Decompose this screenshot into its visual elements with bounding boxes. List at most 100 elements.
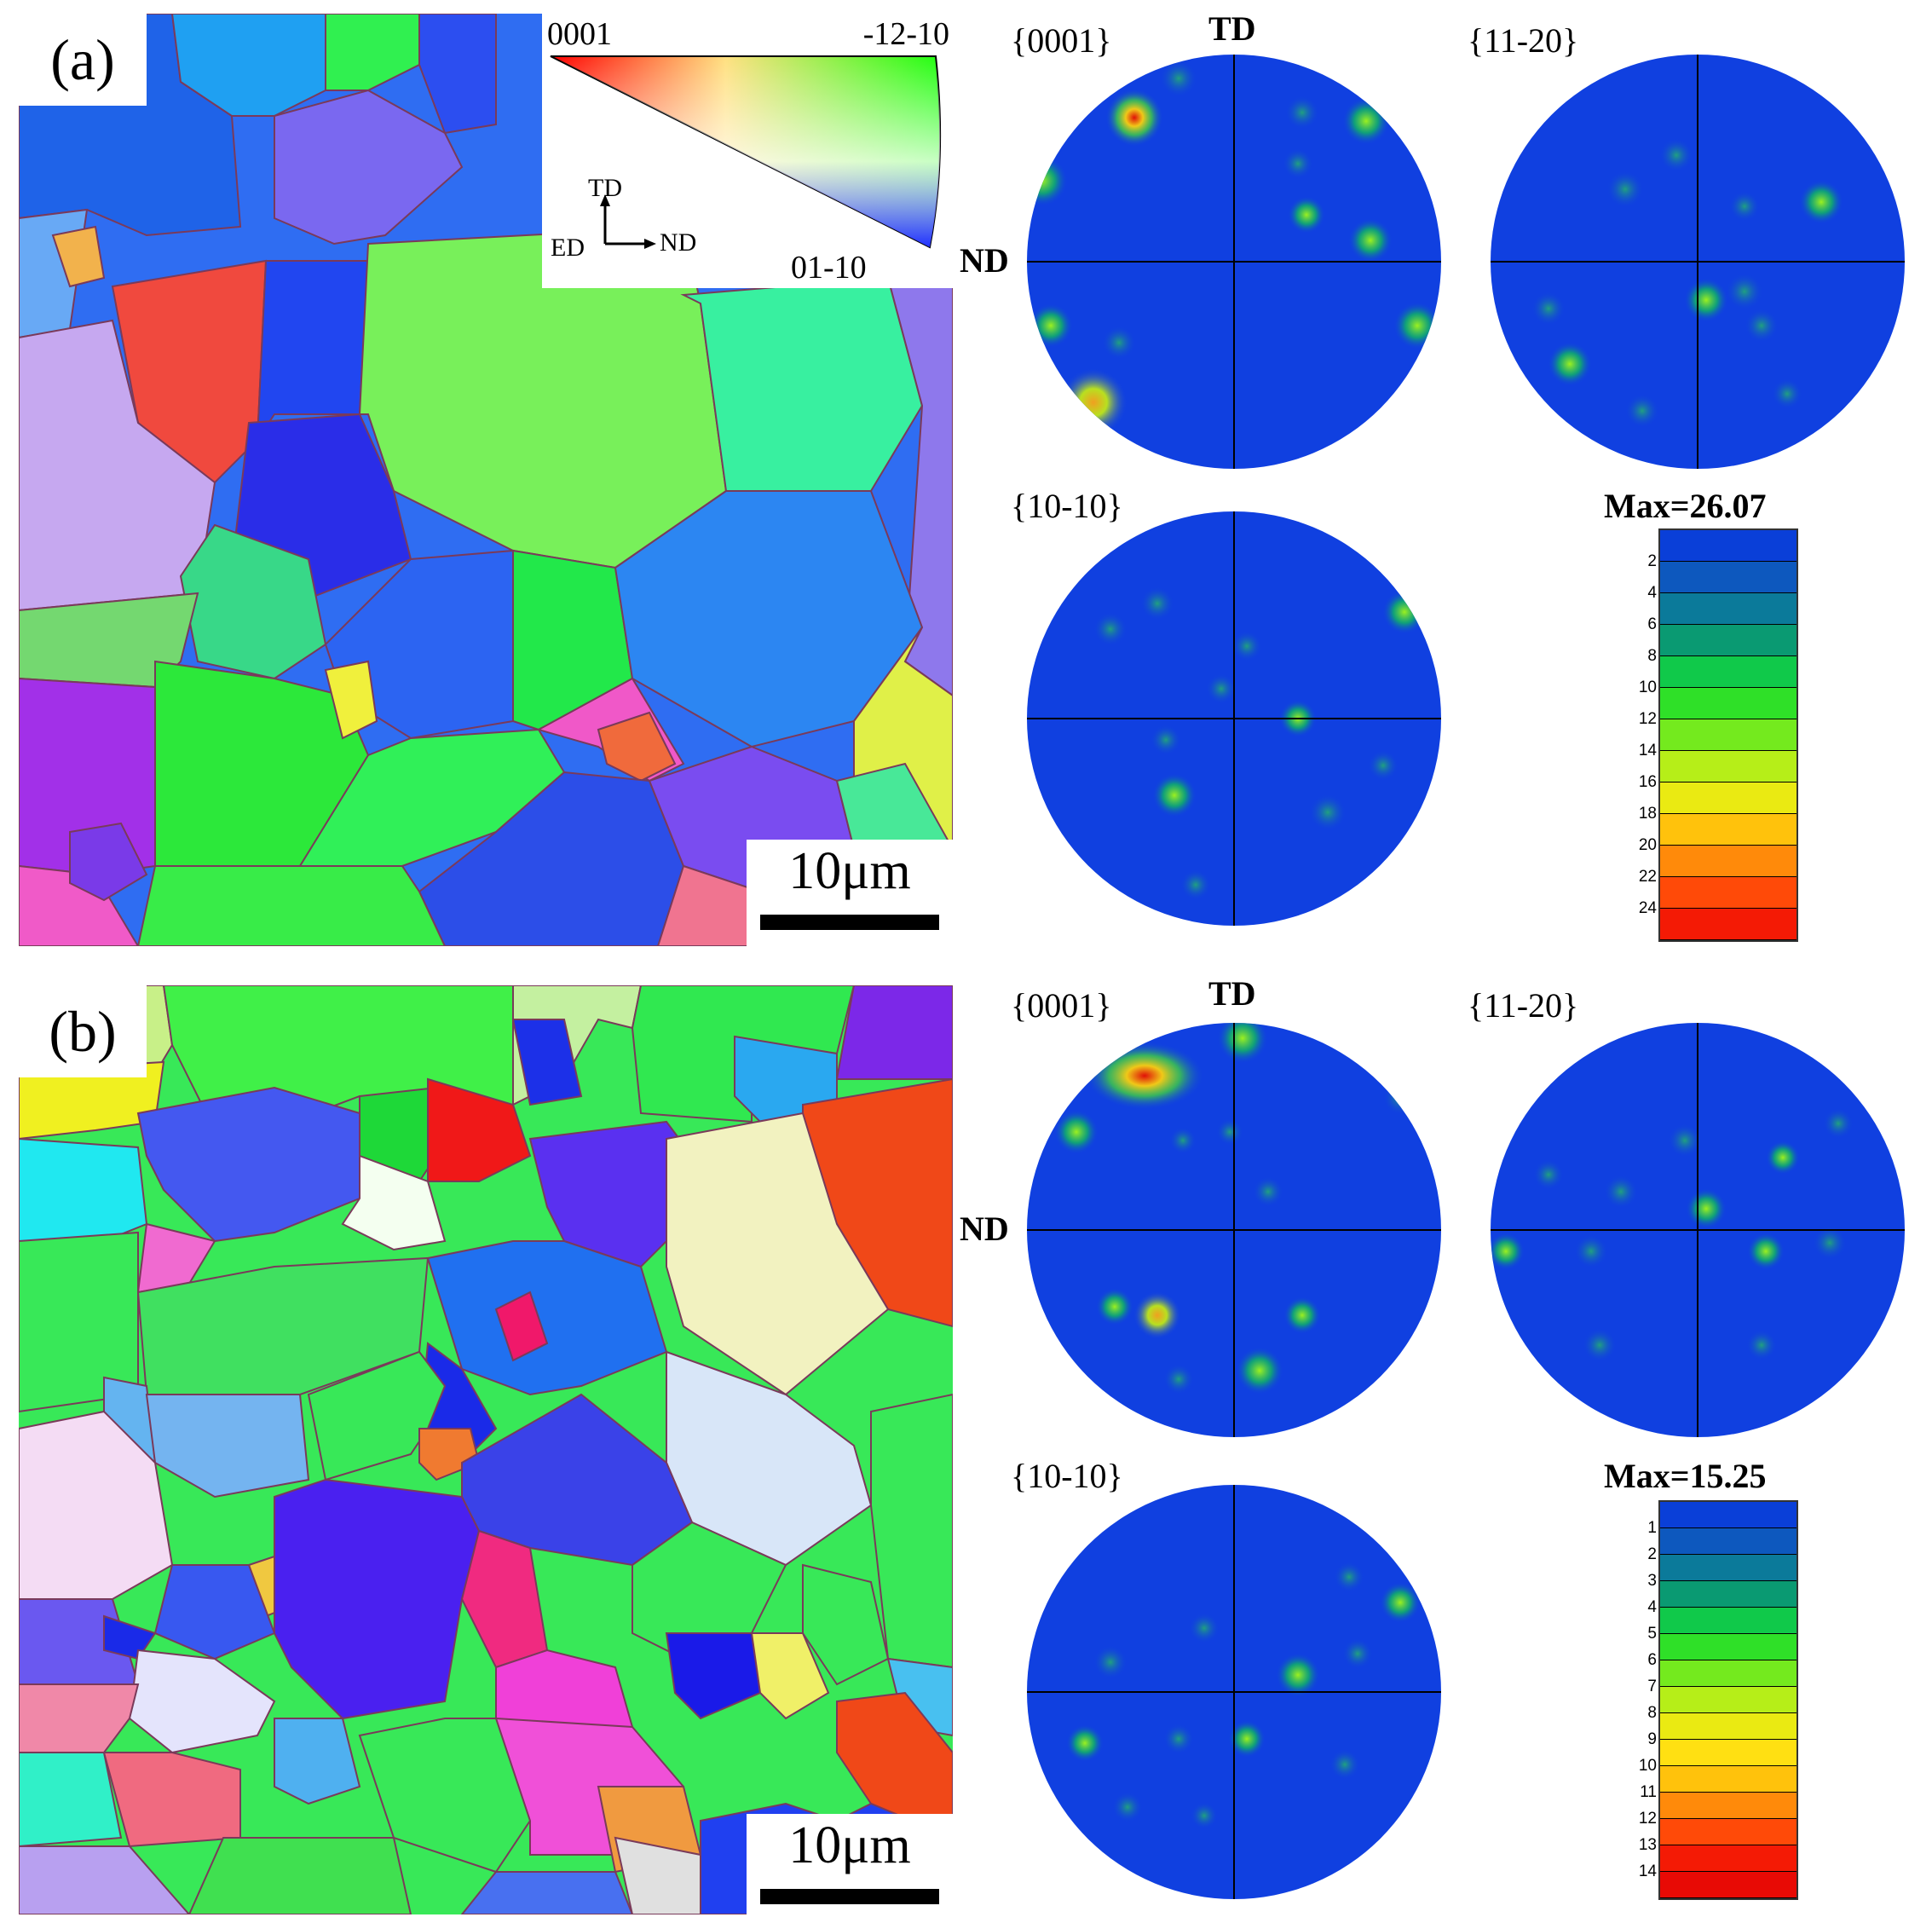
legend-swatch xyxy=(1660,1502,1796,1528)
grain xyxy=(102,1752,241,1848)
legend-tick-label: 10 xyxy=(1638,679,1657,696)
scale-bar-line xyxy=(760,1889,939,1904)
legend-tick-label: 12 xyxy=(1638,710,1657,728)
grain xyxy=(597,711,677,782)
grain xyxy=(153,1564,276,1660)
grain xyxy=(835,985,953,1080)
grain xyxy=(836,1691,953,1839)
ipf-triangle xyxy=(550,55,942,249)
legend-tick-label: 18 xyxy=(1638,805,1657,823)
grain xyxy=(19,1752,123,1848)
grain xyxy=(341,1154,447,1251)
legend-color-bar: 1 2 3 4 5 6 7 8 9 10 11 12 13 14 xyxy=(1639,1500,1798,1900)
legend-swatch: 9 xyxy=(1647,1730,1796,1766)
legend-tick-label: 9 xyxy=(1647,1730,1657,1748)
legend-swatch: 2 xyxy=(1647,552,1796,593)
grain xyxy=(19,1683,140,1753)
grain xyxy=(614,1836,701,1914)
grain xyxy=(19,1137,148,1242)
legend-swatch: 2 xyxy=(1647,1545,1796,1581)
legend-tick-label: 14 xyxy=(1638,1862,1657,1880)
grain xyxy=(256,260,370,443)
legend-tick-label: 13 xyxy=(1638,1836,1657,1854)
direction-label-nd: ND xyxy=(960,241,1009,280)
grain xyxy=(19,319,216,612)
grain xyxy=(136,865,447,946)
key-label-0001: 0001 xyxy=(547,16,612,52)
legend-swatch: 14 xyxy=(1639,1862,1796,1898)
pole-figure-title: {10-10} xyxy=(1011,487,1123,525)
legend-tick-label: 5 xyxy=(1647,1625,1657,1643)
legend-swatch: 12 xyxy=(1639,710,1796,751)
legend-swatch: 8 xyxy=(1647,647,1796,688)
legend-max-label: Max=15.25 xyxy=(1604,1457,1767,1495)
grain xyxy=(136,1086,360,1243)
legend-tick-label: 4 xyxy=(1647,1598,1657,1616)
legend-swatch: 6 xyxy=(1647,615,1796,656)
legend-swatch: 10 xyxy=(1639,1757,1796,1793)
axis-label-ed: ED xyxy=(551,234,585,262)
pole-figure-11-20 xyxy=(1489,1021,1906,1439)
legend-tick-label: 8 xyxy=(1647,1704,1657,1722)
legend-color-bar: 2 4 6 8 10 12 14 16 18 20 22 24 xyxy=(1639,528,1798,942)
legend-tick-label: 24 xyxy=(1638,899,1657,917)
grain xyxy=(19,1845,191,1914)
legend-tick-label: 2 xyxy=(1647,552,1657,570)
grain xyxy=(274,1718,361,1805)
key-label-12-10: -12-10 xyxy=(862,16,949,52)
ipf-color-key: 0001 -12-10 01-10 TD ED ND xyxy=(542,14,953,288)
grain xyxy=(494,1291,549,1362)
legend-swatch: 18 xyxy=(1639,805,1796,846)
pole-figure-title: {0001} xyxy=(1011,21,1112,60)
ebsd-ipf-map-b xyxy=(19,985,953,1914)
legend-tick-label: 3 xyxy=(1647,1572,1657,1590)
grain xyxy=(418,14,497,135)
grain xyxy=(666,1112,890,1396)
legend-tick-label: 10 xyxy=(1638,1757,1657,1775)
grain xyxy=(111,259,268,484)
direction-label-td: TD xyxy=(1208,9,1256,48)
legend-swatch: 11 xyxy=(1640,1783,1796,1819)
legend-swatch: 13 xyxy=(1639,1836,1796,1872)
legend-swatch: 7 xyxy=(1647,1678,1796,1713)
legend-tick-label: 7 xyxy=(1647,1678,1657,1695)
legend-swatch: 14 xyxy=(1639,742,1796,782)
direction-label-nd: ND xyxy=(960,1210,1009,1248)
legend-swatch: 16 xyxy=(1639,773,1796,814)
scale-bar: 10μm xyxy=(747,840,953,946)
legend-tick-label: 1 xyxy=(1647,1519,1657,1537)
legend-swatch xyxy=(1660,530,1796,562)
legend-swatch: 24 xyxy=(1639,899,1796,940)
grain xyxy=(187,1837,412,1914)
scale-bar: 10μm xyxy=(747,1814,953,1914)
pole-figure-title: {11-20} xyxy=(1468,21,1579,60)
scale-bar-label: 10μm xyxy=(788,1816,911,1874)
legend-tick-label: 20 xyxy=(1638,836,1657,854)
legend-tick-label: 6 xyxy=(1647,1651,1657,1669)
legend-swatch: 12 xyxy=(1639,1810,1796,1845)
legend-swatch: 20 xyxy=(1639,836,1796,877)
grain xyxy=(51,225,106,288)
grain xyxy=(274,89,464,245)
legend-swatch: 22 xyxy=(1639,868,1796,909)
direction-label-td: TD xyxy=(1208,974,1256,1013)
scale-bar-line xyxy=(760,915,939,930)
pole-figure-0001 xyxy=(1025,53,1443,471)
pole-figure-0001 xyxy=(1025,1021,1443,1439)
legend-swatch: 8 xyxy=(1647,1704,1796,1740)
grain xyxy=(427,1077,532,1182)
grain xyxy=(750,1632,830,1720)
pole-figure-title: {11-20} xyxy=(1468,986,1579,1025)
legend-tick-label: 6 xyxy=(1647,615,1657,633)
grain xyxy=(69,822,148,902)
axes-icon xyxy=(600,194,656,249)
legend-tick-label: 12 xyxy=(1638,1810,1657,1828)
legend-swatch: 3 xyxy=(1647,1572,1796,1608)
pole-figure-11-20 xyxy=(1489,53,1906,471)
grain xyxy=(274,1478,481,1720)
legend-tick-label: 2 xyxy=(1647,1545,1657,1563)
legend-tick-label: 8 xyxy=(1647,647,1657,665)
legend-swatch: 5 xyxy=(1647,1625,1796,1660)
pole-figure-title: {10-10} xyxy=(1011,1457,1123,1495)
panel-a: (a) xyxy=(19,9,1906,946)
